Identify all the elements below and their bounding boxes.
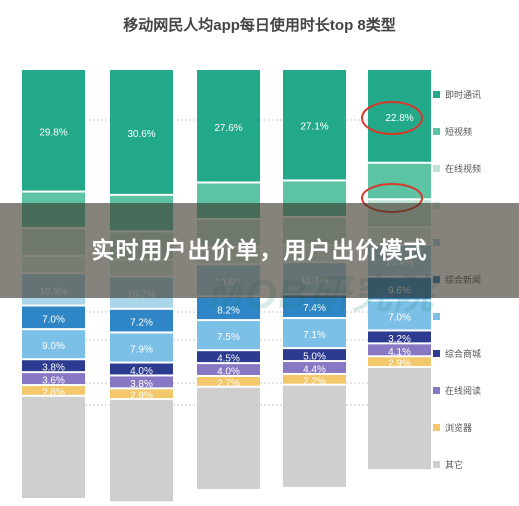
bar-segment: [110, 70, 173, 194]
bar-segment: [368, 163, 431, 199]
bar-segment: [283, 319, 346, 348]
legend-swatch: [433, 461, 440, 468]
data-label: 7.9%: [130, 344, 153, 355]
overlay-banner: 实时用户出价单，用户出价模式: [0, 203, 519, 298]
bar-segment: [22, 306, 85, 329]
bar-segment: [197, 377, 260, 386]
bar-segment: [197, 387, 260, 489]
bar-segment: [22, 70, 85, 191]
data-label: 30.6%: [127, 129, 155, 140]
bar-segment: [283, 362, 346, 373]
data-label: 4.5%: [217, 354, 240, 365]
bar-segment: [197, 364, 260, 376]
bar-segment: [368, 301, 431, 330]
bar-segment: [197, 321, 260, 350]
data-label: 2.9%: [388, 359, 411, 370]
legend-swatch: [433, 91, 440, 98]
data-label: 7.2%: [130, 318, 153, 329]
bar-segment: [22, 360, 85, 372]
data-label: 4.0%: [130, 366, 153, 377]
bar-segment: [368, 357, 431, 367]
data-label: 2.7%: [217, 378, 240, 389]
bar-segment: [110, 363, 173, 375]
data-label: 4.4%: [303, 364, 326, 375]
data-label: 2.9%: [130, 391, 153, 402]
bar-segment: [197, 297, 260, 320]
data-label: 4.0%: [217, 367, 240, 378]
chart-title: 移动网民人均app每日使用时长top 8类型: [123, 17, 396, 34]
data-label: 7.5%: [217, 332, 240, 343]
bar-segment: [368, 344, 431, 356]
bar-segment: [110, 400, 173, 502]
legend-label: 在线阅读: [445, 385, 481, 397]
legend-swatch: [433, 128, 440, 135]
legend-label: 短视频: [445, 126, 472, 138]
data-label: 7.0%: [42, 314, 65, 325]
legend-label: 在线视频: [445, 163, 481, 175]
bar-segment: [283, 349, 346, 361]
bar-segment: [368, 368, 431, 470]
bar-segment: [110, 309, 173, 332]
data-label: 3.6%: [42, 376, 65, 387]
banner-text: 实时用户出价单，用户出价模式: [91, 237, 428, 263]
bar-segment: [197, 351, 260, 363]
data-label: 27.1%: [300, 122, 328, 133]
legend-label: 其它: [445, 459, 463, 471]
bar-segment: [283, 385, 346, 487]
bar-segment: [368, 70, 431, 162]
data-label: 5.0%: [303, 352, 326, 363]
legend-label: 浏览器: [445, 422, 472, 434]
bar-segment: [110, 333, 173, 362]
bar-segment: [368, 331, 431, 343]
legend-swatch: [433, 350, 440, 357]
bar-segment: [22, 330, 85, 359]
bar-segment: [283, 70, 346, 180]
data-label: 29.8%: [39, 127, 67, 138]
legend-swatch: [433, 165, 440, 172]
legend-swatch: [433, 387, 440, 394]
bar-segment: [110, 389, 173, 399]
data-label: 7.4%: [303, 303, 326, 314]
bar-segment: [22, 396, 85, 498]
legend-label: 即时通讯: [445, 89, 481, 101]
data-label: 8.2%: [217, 305, 240, 316]
data-label: 2.8%: [42, 387, 65, 398]
legend-swatch: [433, 313, 440, 320]
data-label: 4.1%: [388, 347, 411, 358]
data-label: 3.8%: [42, 363, 65, 374]
data-label: 7.1%: [303, 330, 326, 341]
data-label: 3.2%: [388, 334, 411, 345]
bar-segment: [22, 386, 85, 395]
legend-swatch: [433, 424, 440, 431]
bar-segment: [283, 295, 346, 318]
data-label: 3.8%: [130, 379, 153, 390]
data-label: 9.0%: [42, 341, 65, 352]
bar-segment: [110, 376, 173, 388]
data-label: 22.8%: [385, 113, 413, 124]
legend-label: 综合商城: [445, 348, 481, 360]
bar-segment: [283, 374, 346, 384]
bar-segment: [22, 373, 85, 385]
bar-segment: [197, 70, 260, 182]
data-label: 27.6%: [214, 123, 242, 134]
annotation-circle: [361, 101, 423, 135]
data-label: 2.2%: [303, 376, 326, 387]
data-label: 7.0%: [388, 312, 411, 323]
